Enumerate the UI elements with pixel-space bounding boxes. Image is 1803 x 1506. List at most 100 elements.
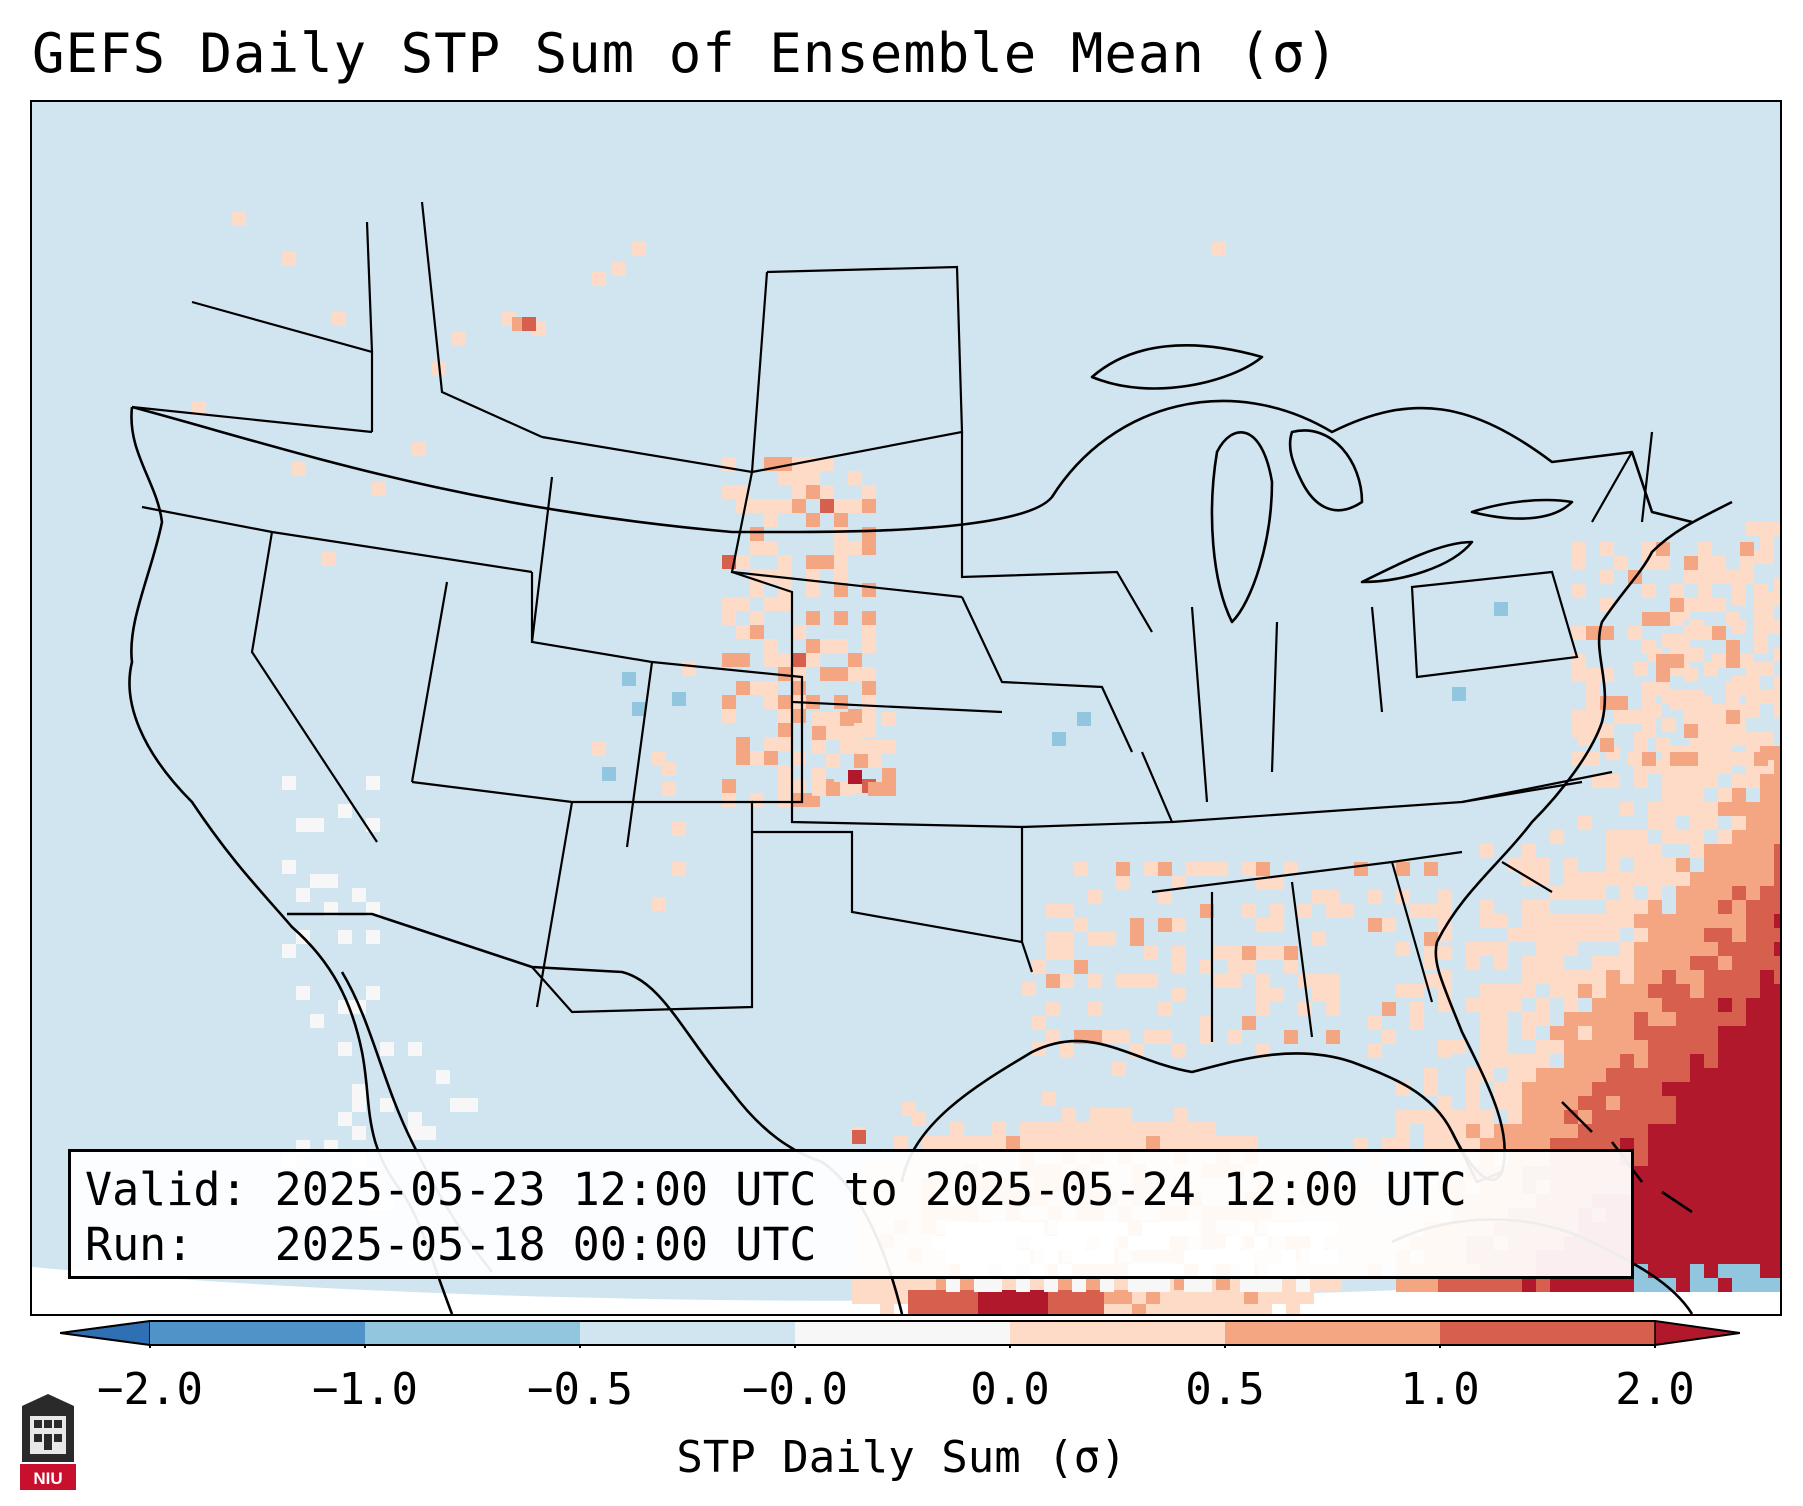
anomaly-cell — [1704, 886, 1718, 900]
anomaly-cell — [1732, 1110, 1746, 1124]
anomaly-cell — [1746, 1208, 1760, 1222]
anomaly-cell — [1118, 1108, 1132, 1122]
anomaly-cell — [1522, 1138, 1536, 1152]
anomaly-cell — [1062, 1304, 1076, 1314]
anomaly-cell — [1144, 974, 1158, 988]
anomaly-cell — [848, 499, 862, 513]
anomaly-cell — [1326, 1002, 1340, 1016]
anomaly-cell — [1614, 556, 1628, 570]
anomaly-cell — [792, 471, 806, 485]
anomaly-cell — [672, 692, 686, 706]
anomaly-cell — [1270, 988, 1284, 1002]
anomaly-cell — [1662, 1278, 1676, 1292]
anomaly-cell — [1112, 1062, 1126, 1076]
anomaly-cell — [1020, 1304, 1034, 1314]
anomaly-cell — [1754, 626, 1768, 640]
anomaly-cell — [1642, 612, 1656, 626]
anomaly-cell — [1564, 998, 1578, 1012]
colorbar-segment-1 — [365, 1321, 580, 1345]
anomaly-cell — [1726, 696, 1740, 710]
anomaly-cell — [1202, 1304, 1216, 1314]
anomaly-cell — [1286, 1304, 1300, 1314]
anomaly-cell — [1494, 1026, 1508, 1040]
anomaly-cell — [1774, 1012, 1780, 1026]
anomaly-cell — [792, 709, 806, 723]
anomaly-cell — [1522, 1124, 1536, 1138]
anomaly-cell — [1088, 1002, 1102, 1016]
anomaly-cell — [1606, 1110, 1620, 1124]
anomaly-cell — [992, 1136, 1006, 1150]
anomaly-cell — [1704, 1110, 1718, 1124]
anomaly-cell — [652, 897, 666, 911]
anomaly-cell — [1662, 1026, 1676, 1040]
anomaly-cell — [1634, 1054, 1648, 1068]
anomaly-cell — [778, 653, 792, 667]
anomaly-cell — [1090, 1122, 1104, 1136]
anomaly-cell — [1676, 802, 1690, 816]
anomaly-cell — [1034, 1122, 1048, 1136]
anomaly-cell — [1704, 984, 1718, 998]
anomaly-cell — [1216, 1136, 1230, 1150]
anomaly-cell — [1326, 988, 1340, 1002]
anomaly-cell — [1270, 946, 1284, 960]
anomaly-cell — [1508, 998, 1522, 1012]
anomaly-cell — [1564, 872, 1578, 886]
anomaly-cell — [1228, 960, 1242, 974]
anomaly-cell — [1648, 942, 1662, 956]
anomaly-cell — [1642, 640, 1656, 654]
anomaly-cell — [1732, 942, 1746, 956]
anomaly-cell — [1620, 1012, 1634, 1026]
anomaly-cell — [1690, 1208, 1704, 1222]
anomaly-cell — [1648, 1180, 1662, 1194]
anomaly-cell — [662, 782, 676, 796]
anomaly-cell — [1522, 1068, 1536, 1082]
anomaly-cell — [1690, 1250, 1704, 1264]
anomaly-cell — [1522, 1054, 1536, 1068]
anomaly-cell — [1592, 1096, 1606, 1110]
anomaly-cell — [338, 930, 352, 944]
anomaly-cell — [1732, 984, 1746, 998]
anomaly-cell — [1396, 1138, 1410, 1152]
anomaly-cell — [1606, 844, 1620, 858]
anomaly-cell — [882, 712, 896, 726]
anomaly-cell — [366, 818, 380, 832]
anomaly-cell — [296, 986, 310, 1000]
anomaly-cell — [722, 485, 736, 499]
anomaly-cell — [1732, 1096, 1746, 1110]
anomaly-cell — [1354, 1138, 1368, 1152]
anomaly-cell — [1732, 1236, 1746, 1250]
anomaly-cell — [1774, 830, 1780, 844]
anomaly-cell — [1662, 1040, 1676, 1054]
anomaly-cell — [1704, 1208, 1718, 1222]
colorbar-extend-under — [59, 1320, 151, 1346]
anomaly-cell — [1424, 1138, 1438, 1152]
anomaly-cell — [282, 776, 296, 790]
anomaly-cell — [908, 1276, 922, 1290]
anomaly-cell — [1754, 612, 1768, 626]
anomaly-cell — [1760, 816, 1774, 830]
anomaly-cell — [1726, 724, 1740, 738]
anomaly-cell — [1620, 956, 1634, 970]
niu-seal-icon: NIU — [20, 1392, 76, 1492]
anomaly-cell — [1704, 1152, 1718, 1166]
anomaly-cell — [922, 1136, 936, 1150]
anomaly-cell — [1102, 932, 1116, 946]
anomaly-cell — [1200, 960, 1214, 974]
anomaly-cell — [974, 1278, 988, 1292]
anomaly-cell — [1634, 774, 1648, 788]
anomaly-cell — [322, 552, 336, 566]
anomaly-cell — [1046, 946, 1060, 960]
anomaly-cell — [1620, 942, 1634, 956]
anomaly-cell — [806, 485, 820, 499]
anomaly-cell — [812, 782, 826, 796]
anomaly-cell — [1746, 1152, 1760, 1166]
anomaly-cell — [862, 723, 876, 737]
anomaly-cell — [1100, 1278, 1114, 1292]
anomaly-cell — [764, 499, 778, 513]
anomaly-cell — [282, 252, 296, 266]
anomaly-cell — [1634, 1222, 1648, 1236]
anomaly-cell — [1760, 928, 1774, 942]
anomaly-cell — [1712, 626, 1726, 640]
anomaly-cell — [1746, 984, 1760, 998]
anomaly-cell — [1732, 788, 1746, 802]
